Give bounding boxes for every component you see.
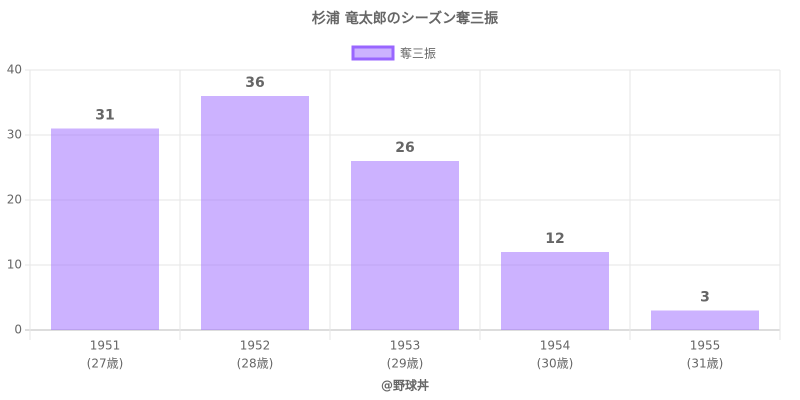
x-tick-label: (29歳) (387, 357, 424, 371)
bar (51, 128, 159, 330)
x-tick-label: (30歳) (537, 357, 574, 371)
x-tick-label: (27歳) (87, 357, 124, 371)
data-label: 12 (545, 231, 564, 247)
y-tick-label: 20 (7, 193, 22, 207)
legend-swatch (351, 45, 395, 61)
bar (201, 96, 309, 330)
bar (651, 310, 759, 330)
data-label: 26 (395, 140, 414, 156)
x-tick-label: 1953 (390, 339, 421, 353)
y-tick-label: 30 (7, 128, 22, 142)
y-tick-label: 0 (14, 323, 22, 337)
x-axis-title: @野球丼 (381, 378, 429, 393)
y-tick-label: 10 (7, 258, 22, 272)
chart-title: 杉浦 竜太郎のシーズン奪三振 (312, 10, 498, 27)
x-tick-label: 1951 (90, 339, 121, 353)
y-tick-label: 40 (7, 63, 22, 77)
data-label: 31 (95, 108, 114, 124)
legend-label: 奪三振 (400, 46, 436, 61)
x-tick-label: 1952 (240, 339, 271, 353)
x-tick-label: (31歳) (687, 357, 724, 371)
x-tick-label: (28歳) (237, 357, 274, 371)
x-tick-label: 1954 (540, 339, 571, 353)
x-tick-label: 1955 (690, 339, 721, 353)
data-label: 3 (700, 290, 710, 306)
bar (501, 252, 609, 330)
data-label: 36 (245, 75, 264, 91)
bar (351, 161, 459, 330)
